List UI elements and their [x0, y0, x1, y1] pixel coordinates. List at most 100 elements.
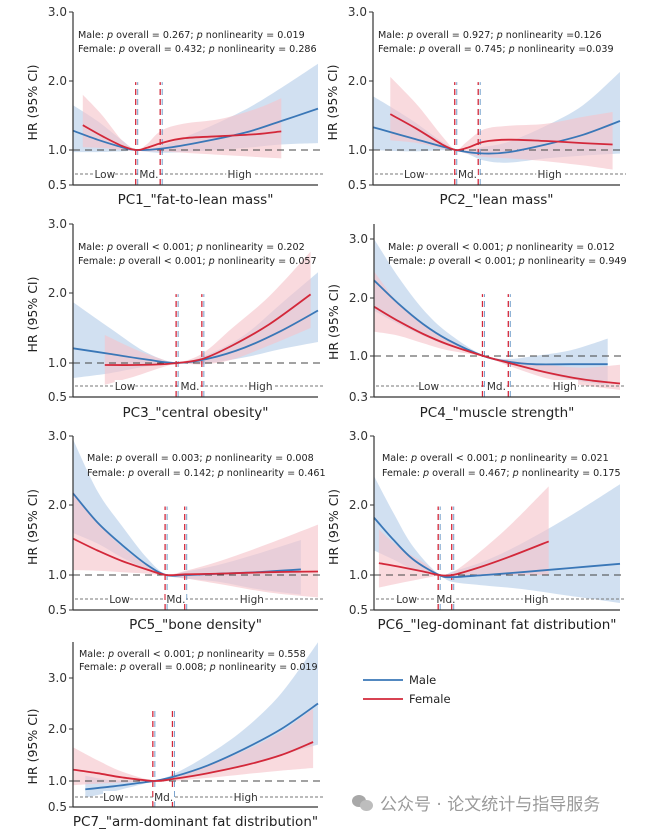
annotation-text: nonlinearity = 0.286 — [215, 44, 317, 55]
annotation-text: nonlinearity = 0.019 — [216, 662, 318, 673]
annotation-text: nonlinearity = 0.202 — [203, 242, 305, 253]
female-p-annotation: Female: p overall = 0.432; p nonlinearit… — [78, 44, 317, 55]
x-axis-label: PC4_"muscle strength" — [420, 405, 575, 421]
female-hr-line — [389, 113, 613, 152]
male-p-annotation: Male: p overall < 0.001; p nonlinearity … — [78, 242, 305, 253]
p-symbol: p — [119, 662, 126, 673]
annotation-text: nonlinearity = 0.175 — [519, 468, 621, 479]
watermark-text: 公众号 · 论文统计与指导服务 — [380, 795, 601, 815]
region-label-bg — [179, 380, 201, 391]
p-symbol: p — [518, 256, 525, 267]
annotation-text: nonlinearity = 0.949 — [525, 256, 627, 267]
legend-label-male: Male — [409, 673, 436, 687]
annotation-text: overall = 0.267; — [113, 30, 197, 41]
male-ci-band — [374, 476, 620, 603]
y-tick-label: 0.5 — [48, 390, 67, 404]
female-ci-band — [73, 708, 314, 786]
region-label-bg — [536, 168, 564, 179]
annotation-text: overall < 0.001; — [423, 242, 507, 253]
region-label-bg — [418, 380, 440, 391]
male-p-annotation: Male: p overall < 0.001; p nonlinearity … — [79, 649, 306, 660]
male-p-annotation: Male: p overall = 0.927; p nonlinearity … — [378, 30, 602, 41]
annotation-text: Male: — [78, 30, 107, 41]
y-tick-label: 2.0 — [48, 722, 67, 736]
female-hr-line — [104, 293, 312, 366]
annotation-text: Female: — [378, 44, 419, 55]
panel-6: Low Md. High 3.0 2.0 1.0 0.5 HR (95% CI) PC6_"le… — [326, 429, 626, 633]
region-label-low: Low — [396, 594, 417, 606]
p-symbol: p — [106, 242, 113, 253]
annotation-text: Female: — [87, 468, 128, 479]
male-p-annotation: Male: p overall = 0.267; p nonlinearity … — [78, 30, 305, 41]
annotation-text: Female: — [382, 468, 423, 479]
panel-1: Low Md. High 3.0 2.0 1.0 0.5 HR (95% CI) PC1_"fa… — [25, 5, 324, 208]
annotation-text: nonlinearity = 0.057 — [215, 256, 317, 267]
y-tick-label: 1.0 — [349, 349, 368, 363]
female-hr-line — [72, 741, 314, 782]
annotation-text: Male: — [87, 453, 116, 464]
region-label-bg — [238, 593, 266, 604]
annotation-text: nonlinearity = 0.012 — [513, 242, 615, 253]
y-tick-label: 3.0 — [349, 429, 368, 443]
annotation-text: Female: — [388, 256, 429, 267]
annotation-text: nonlinearity = 0.021 — [507, 453, 609, 464]
p-symbol: p — [496, 30, 503, 41]
p-symbol: p — [512, 468, 519, 479]
region-label-md: Md. — [487, 381, 506, 393]
region-label-bg — [457, 168, 478, 179]
y-tick-label: 1.0 — [348, 143, 367, 157]
region-label-bg — [522, 593, 550, 604]
annotation-text: overall < 0.001; — [113, 242, 197, 253]
annotation-text: Male: — [382, 453, 411, 464]
p-symbol: p — [115, 453, 122, 464]
female-ci-band — [82, 94, 282, 159]
annotation-text: overall = 0.142; — [134, 468, 218, 479]
annotation-text: nonlinearity = 0.019 — [203, 30, 305, 41]
region-label-high: High — [553, 381, 577, 393]
y-tick-label: 3.0 — [48, 671, 67, 685]
p-symbol: p — [197, 649, 204, 660]
y-tick-label: 3.0 — [48, 429, 67, 443]
region-label-low: Low — [404, 169, 425, 181]
p-symbol: p — [209, 662, 216, 673]
region-label-bg — [226, 168, 253, 179]
y-tick-label: 1.0 — [48, 356, 67, 370]
region-label-bg — [247, 380, 274, 391]
female-p-annotation: Female: p overall = 0.142; p nonlinearit… — [87, 468, 326, 479]
region-label-bg — [114, 380, 136, 391]
annotation-text: nonlinearity = 0.461 — [224, 468, 326, 479]
panel-5: Low Md. High 3.0 2.0 1.0 0.5 HR (95% CI) PC5_"bo… — [25, 429, 326, 633]
annotation-text: Male: — [79, 649, 108, 660]
region-label-bg — [232, 791, 260, 802]
p-symbol: p — [196, 30, 203, 41]
y-tick-label: 0.5 — [348, 178, 367, 192]
male-p-annotation: Male: p overall < 0.001; p nonlinearity … — [388, 242, 615, 253]
annotation-text: overall < 0.001; — [125, 256, 209, 267]
y-axis-label: HR (95% CI) — [326, 489, 341, 565]
annotation-text: overall = 0.467; — [429, 468, 513, 479]
female-ci-band — [390, 76, 613, 170]
x-axis-label: PC5_"bone density" — [129, 617, 262, 633]
region-label-high: High — [240, 594, 264, 606]
annotation-text: overall = 0.008; — [126, 662, 210, 673]
female-ci-band — [374, 271, 620, 390]
region-label-bg — [103, 791, 124, 802]
female-p-annotation: Female: p overall < 0.001; p nonlinearit… — [78, 256, 317, 267]
p-symbol: p — [418, 44, 425, 55]
p-symbol: p — [422, 468, 429, 479]
y-axis-label: HR (95% CI) — [25, 709, 40, 785]
p-symbol: p — [410, 453, 417, 464]
female-p-annotation: Female: p overall = 0.467; p nonlinearit… — [382, 468, 621, 479]
y-tick-label: 2.0 — [348, 74, 367, 88]
panel-4: Low Md. High 3.0 2.0 1.0 0.3 HR (95% CI) PC4_"mu… — [326, 224, 627, 421]
region-label-high: High — [234, 792, 258, 804]
y-axis-label: HR (95% CI) — [25, 489, 40, 565]
x-axis-label: PC7_"arm-dominant fat distribution" — [73, 814, 318, 830]
female-ci-band — [378, 486, 549, 588]
p-symbol: p — [416, 242, 423, 253]
female-hr-line — [373, 305, 621, 385]
region-label-md: Md. — [458, 169, 477, 181]
region-label-bg — [404, 168, 425, 179]
region-label-md: Md. — [180, 381, 199, 393]
